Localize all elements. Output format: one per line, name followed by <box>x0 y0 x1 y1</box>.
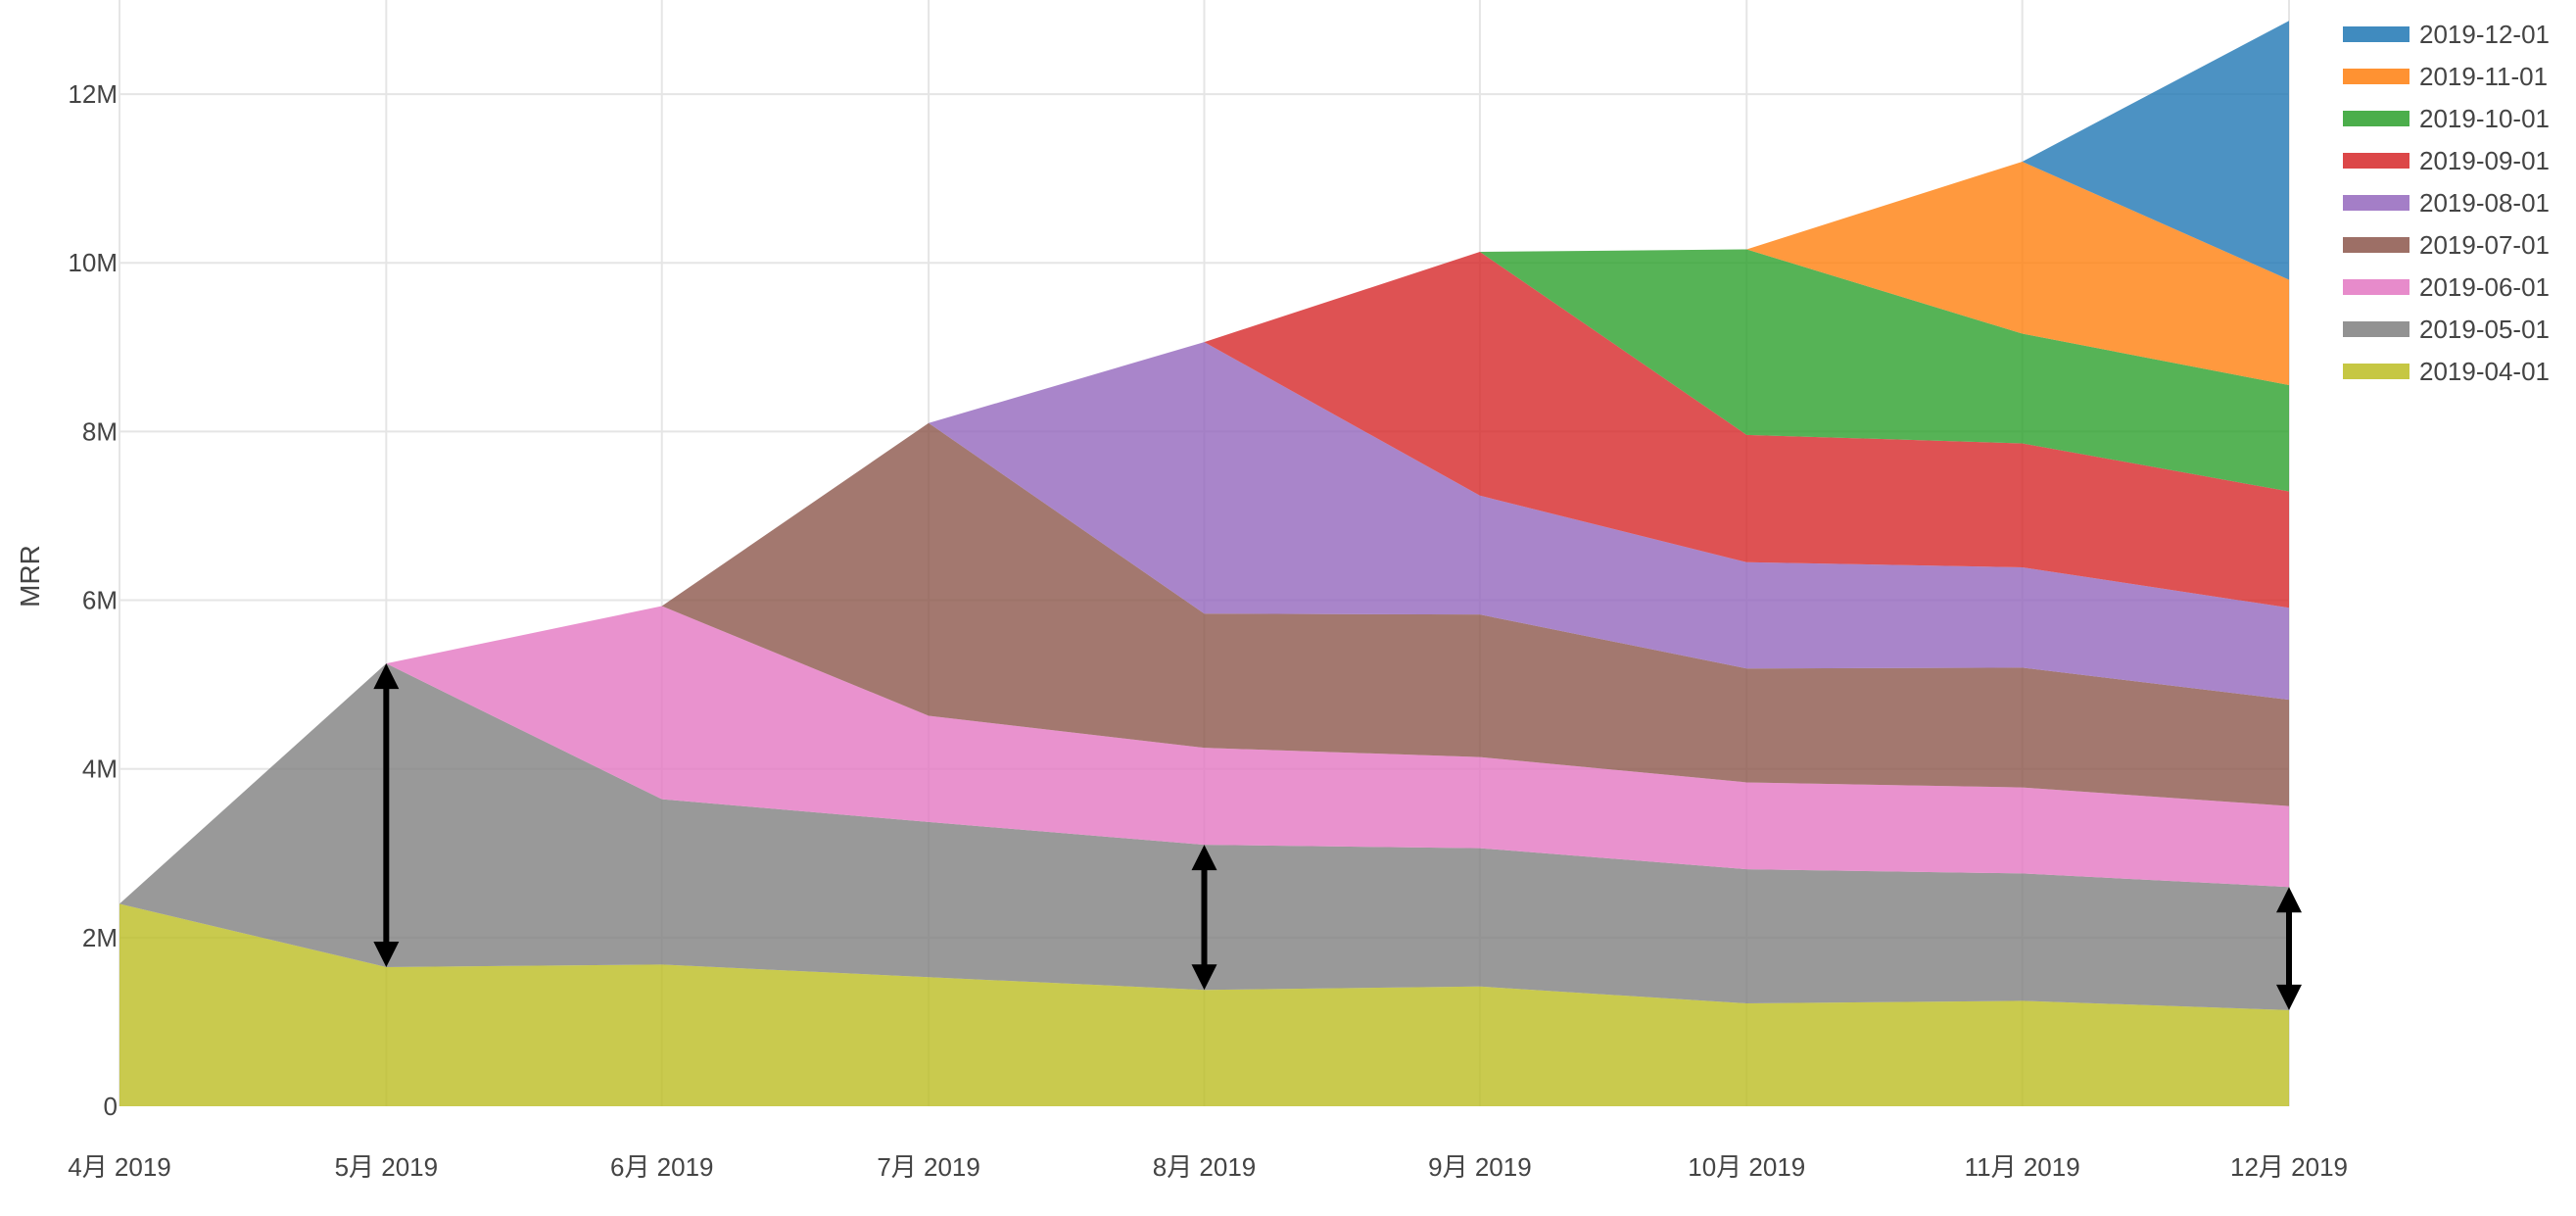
legend-swatch <box>2343 195 2409 211</box>
legend-item[interactable]: 2019-04-01 <box>2343 357 2550 386</box>
x-tick-label: 11月 2019 <box>1965 1152 2080 1182</box>
x-tick-label: 12月 2019 <box>2230 1152 2348 1182</box>
legend-label: 2019-05-01 <box>2419 315 2550 344</box>
area-series-2019-05-01[interactable] <box>119 663 2289 1010</box>
area-series-2019-11-01[interactable] <box>1746 161 2289 386</box>
double-arrow-annotation <box>2276 887 2302 1010</box>
legend-swatch <box>2343 364 2409 379</box>
y-tick-label: 10M <box>68 248 118 277</box>
legend-label: 2019-08-01 <box>2419 188 2550 218</box>
legend-item[interactable]: 2019-12-01 <box>2343 20 2550 49</box>
legend-label: 2019-12-01 <box>2419 20 2550 49</box>
legend: 2019-12-01 2019-11-01 2019-10-01 2019-09-01… <box>2343 20 2550 386</box>
double-arrow-annotation <box>1191 845 1217 991</box>
legend-swatch <box>2343 279 2409 295</box>
area-layer <box>119 21 2290 1106</box>
legend-label: 2019-07-01 <box>2419 230 2550 260</box>
x-tick-label: 7月 2019 <box>877 1152 980 1182</box>
legend-item[interactable]: 2019-05-01 <box>2343 315 2550 344</box>
legend-item[interactable]: 2019-11-01 <box>2343 62 2548 91</box>
legend-item[interactable]: 2019-06-01 <box>2343 272 2550 302</box>
y-axis-title: MRR <box>15 545 45 608</box>
y-tick-label: 2M <box>82 923 118 952</box>
axis-layer: 4月 2019 5月 2019 6月 2019 7月 2019 8月 2019 9月 20… <box>68 79 2348 1182</box>
arrow-head-up <box>1191 845 1217 871</box>
legend-swatch <box>2343 237 2409 253</box>
area-series-2019-09-01[interactable] <box>1204 252 2290 608</box>
area-series-2019-04-01[interactable] <box>119 903 2289 1106</box>
legend-label: 2019-06-01 <box>2419 272 2550 302</box>
x-tick-label: 8月 2019 <box>1153 1152 1257 1182</box>
legend-swatch <box>2343 321 2409 337</box>
legend-item[interactable]: 2019-10-01 <box>2343 104 2550 133</box>
legend-swatch <box>2343 153 2409 169</box>
legend-item[interactable]: 2019-07-01 <box>2343 230 2550 260</box>
area-series-2019-08-01[interactable] <box>929 342 2289 701</box>
legend-item[interactable]: 2019-08-01 <box>2343 188 2550 218</box>
y-tick-label: 8M <box>82 416 118 446</box>
legend-label: 2019-10-01 <box>2419 104 2550 133</box>
arrow-head-up <box>373 663 400 690</box>
arrow-head-up <box>2276 887 2302 913</box>
x-tick-label: 9月 2019 <box>1428 1152 1532 1182</box>
y-tick-label: 0 <box>104 1092 118 1121</box>
y-tick-label: 6M <box>82 586 118 615</box>
legend-swatch <box>2343 69 2409 84</box>
y-tick-label: 4M <box>82 754 118 784</box>
y-tick-label: 12M <box>68 79 118 109</box>
legend-swatch <box>2343 111 2409 126</box>
legend-item[interactable]: 2019-09-01 <box>2343 146 2550 175</box>
area-series-2019-06-01[interactable] <box>386 606 2290 888</box>
area-series-2019-07-01[interactable] <box>661 422 2289 806</box>
legend-swatch <box>2343 26 2409 42</box>
legend-label: 2019-11-01 <box>2419 62 2548 91</box>
arrow-head-down <box>2276 984 2302 1010</box>
area-series-2019-10-01[interactable] <box>1479 249 2289 492</box>
double-arrow-annotation <box>373 663 400 967</box>
x-tick-label: 4月 2019 <box>68 1152 171 1182</box>
legend-label: 2019-09-01 <box>2419 146 2550 175</box>
arrow-head-down <box>373 941 400 967</box>
legend-label: 2019-04-01 <box>2419 357 2550 386</box>
x-tick-label: 6月 2019 <box>610 1152 714 1182</box>
arrow-head-down <box>1191 964 1217 991</box>
x-tick-label: 5月 2019 <box>335 1152 439 1182</box>
x-tick-label: 10月 2019 <box>1688 1152 1805 1182</box>
annotation-layer <box>373 663 2302 1010</box>
area-series-2019-12-01[interactable] <box>2022 21 2289 280</box>
